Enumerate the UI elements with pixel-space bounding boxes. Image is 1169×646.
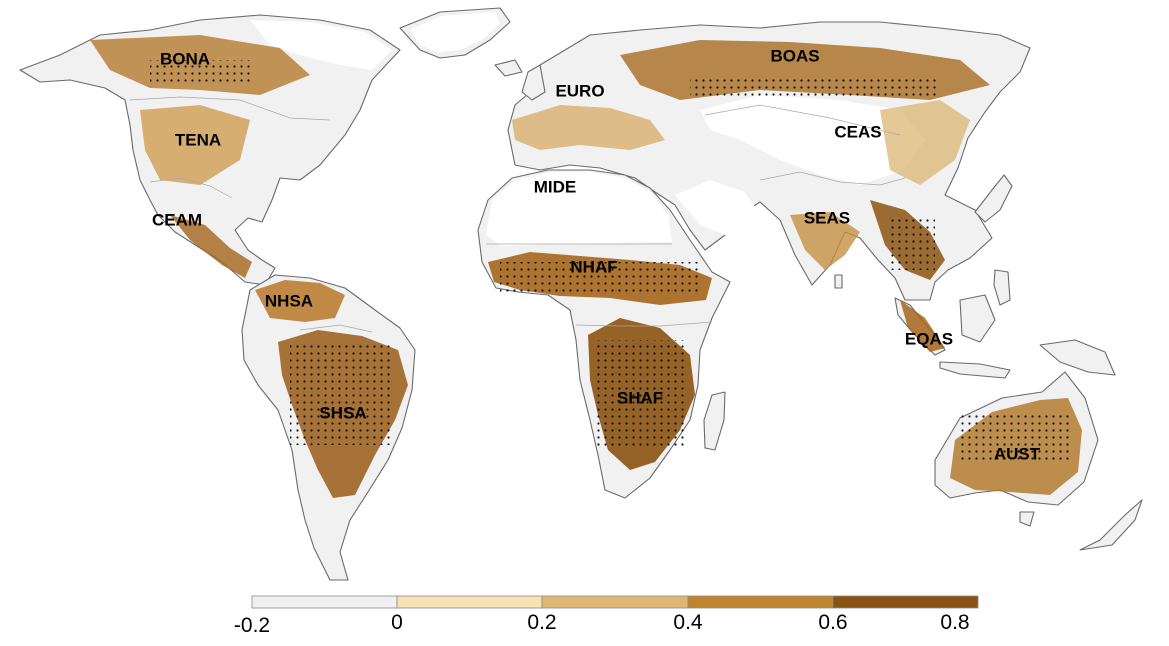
central-asia-nodata xyxy=(700,95,925,185)
tasmania-landmass xyxy=(1019,511,1035,527)
region-label-eqas: EQAS xyxy=(905,329,953,348)
colorbar-tick-label: 0 xyxy=(391,611,403,634)
borneo-landmass xyxy=(959,294,996,343)
madagascar-landmass xyxy=(703,391,726,451)
uk-landmass xyxy=(521,64,546,101)
eqas-area xyxy=(900,300,945,352)
stipple-shsa xyxy=(290,345,390,445)
japan-landmass xyxy=(974,174,1013,223)
colorbar-tick-label: -0.2 xyxy=(234,614,270,637)
region-label-shsa: SHSA xyxy=(319,403,366,422)
significance-stippling xyxy=(150,60,1070,462)
stipple-aust xyxy=(960,412,1070,462)
border-us-canada xyxy=(129,96,331,121)
colorbar-segment-3 xyxy=(541,595,689,609)
region-label-nhsa: NHSA xyxy=(265,291,313,310)
java-landmass xyxy=(939,361,1011,379)
arabia-nodata xyxy=(675,180,760,240)
border-china-india xyxy=(759,171,906,186)
region-label-ceam: CEAM xyxy=(152,210,202,229)
colorbar-segment-5 xyxy=(832,595,979,609)
border-us-mexico xyxy=(149,177,233,199)
region-label-mide: MIDE xyxy=(534,177,577,196)
region-label-boas: BOAS xyxy=(770,46,819,65)
colorbar-tick-label: 0.6 xyxy=(818,611,847,634)
region-label-aust: AUST xyxy=(994,444,1041,463)
stipple-nhaf xyxy=(500,262,700,292)
border-africa-equator xyxy=(575,321,713,327)
region-labels: BONA TENA CEAM NHSA SHSA EURO MIDE NHAF … xyxy=(152,46,1041,463)
greenland-nodata xyxy=(410,12,500,52)
india-area xyxy=(790,212,860,270)
region-label-tena: TENA xyxy=(175,130,221,149)
sahara-nodata xyxy=(486,172,672,246)
colorbar-tick-label: 0.4 xyxy=(673,611,703,634)
iceland-landmass xyxy=(494,59,523,77)
colorbar-segment-1 xyxy=(251,595,398,609)
new-zealand-landmass xyxy=(1079,499,1143,551)
region-label-seas: SEAS xyxy=(804,208,850,227)
no-data-areas xyxy=(250,12,925,246)
region-label-ceas: CEAS xyxy=(834,122,881,141)
nhsa-area xyxy=(255,280,345,322)
region-label-shaf: SHAF xyxy=(617,388,663,407)
tena-area xyxy=(140,105,250,185)
stipple-seas xyxy=(890,215,935,270)
region-label-nhaf: NHAF xyxy=(570,257,617,276)
new-guinea-landmass xyxy=(1039,339,1116,376)
canada-arctic-nodata xyxy=(250,20,392,70)
stipple-bona xyxy=(150,60,250,85)
stipple-shaf xyxy=(596,340,686,450)
euro-area xyxy=(512,105,665,150)
colorbar-tick-label: 0.8 xyxy=(940,611,969,634)
border-central-asia xyxy=(704,104,901,136)
sri-lanka-landmass xyxy=(834,274,843,289)
border-south-america xyxy=(299,324,373,333)
colorbar-tick-label: 0.2 xyxy=(527,611,556,634)
stipple-boas xyxy=(690,75,940,97)
region-label-euro: EURO xyxy=(555,81,604,100)
colorbar: -0.2 0 0.2 0.4 0.6 0.8 xyxy=(234,595,979,637)
region-label-bona: BONA xyxy=(160,49,210,68)
colorbar-segment-2 xyxy=(396,595,543,609)
philippines-landmass xyxy=(993,269,1011,306)
ceas-area xyxy=(880,100,970,185)
colorbar-segment-4 xyxy=(687,595,834,609)
country-borders xyxy=(129,96,906,333)
ceam-area xyxy=(170,215,252,278)
